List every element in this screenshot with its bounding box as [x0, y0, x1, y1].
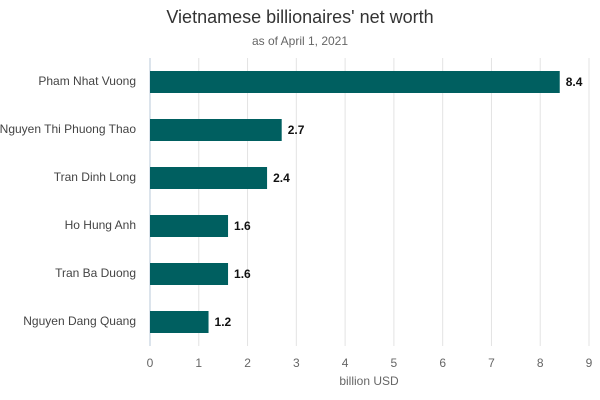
x-tick-label: 5: [391, 356, 398, 370]
x-tick-label: 9: [586, 356, 593, 370]
bar: [150, 215, 229, 237]
y-tick-label: Ho Hung Anh: [65, 218, 136, 232]
x-tick-label: 2: [244, 356, 251, 370]
data-label: 8.4: [566, 75, 583, 89]
bar: [150, 71, 560, 93]
x-axis-label: billion USD: [339, 374, 399, 388]
bar: [150, 167, 268, 189]
chart-title: Vietnamese billionaires' net worth: [166, 7, 433, 27]
x-tick-label: 0: [147, 356, 154, 370]
x-tick-label: 3: [293, 356, 300, 370]
data-label: 2.7: [288, 123, 305, 137]
bar: [150, 263, 229, 285]
y-tick-label: Tran Ba Duong: [55, 266, 136, 280]
x-tick-label: 8: [537, 356, 544, 370]
data-label: 1.6: [234, 219, 251, 233]
y-tick-label: Tran Dinh Long: [54, 170, 136, 184]
x-tick-label: 7: [488, 356, 495, 370]
y-tick-label: Nguyen Thi Phuong Thao: [0, 122, 136, 136]
data-label: 1.6: [234, 267, 251, 281]
data-label: 1.2: [215, 315, 232, 329]
data-label: 2.4: [273, 171, 290, 185]
chart-subtitle: as of April 1, 2021: [252, 34, 348, 48]
bar: [150, 311, 209, 333]
x-tick-label: 4: [342, 356, 349, 370]
x-tick-label: 1: [195, 356, 202, 370]
x-tick-label: 6: [439, 356, 446, 370]
y-tick-label: Nguyen Dang Quang: [23, 314, 136, 328]
bar: [150, 119, 282, 141]
y-tick-label: Pham Nhat Vuong: [38, 74, 136, 88]
